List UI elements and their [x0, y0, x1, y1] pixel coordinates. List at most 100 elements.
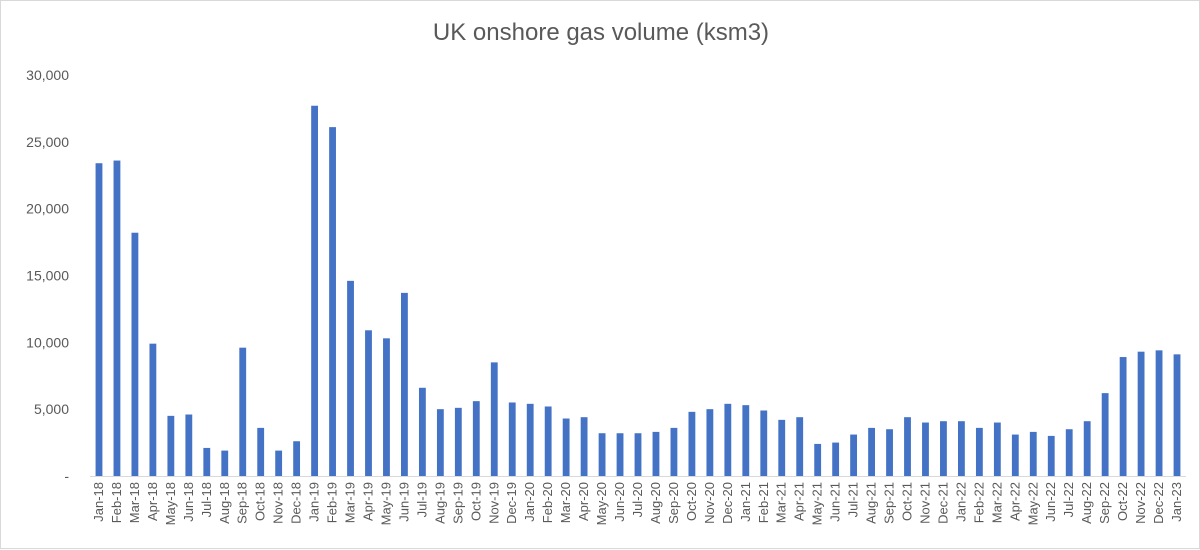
- bar: [760, 410, 768, 476]
- bar: [832, 442, 840, 476]
- x-tick-label: Feb-19: [325, 482, 340, 523]
- x-tick-label: Apr-19: [360, 482, 375, 521]
- x-tick-label: Mar-19: [343, 482, 358, 523]
- x-tick-label: Mar-22: [989, 482, 1004, 523]
- bar: [365, 330, 372, 476]
- bar: [634, 433, 642, 476]
- bar: [472, 401, 480, 476]
- bar: [544, 406, 552, 476]
- x-tick-label: Sep-21: [882, 482, 897, 524]
- y-tick-label: 30,000: [26, 67, 69, 83]
- bar: [724, 403, 732, 476]
- y-tick-label: 25,000: [26, 134, 69, 150]
- x-tick-label: Aug-21: [864, 482, 879, 524]
- bar: [508, 402, 516, 476]
- bar: [95, 163, 103, 476]
- bars: [95, 105, 1181, 477]
- bar: [796, 417, 804, 476]
- x-tick-label: Feb-18: [109, 482, 124, 523]
- x-tick-label: Oct-21: [900, 482, 915, 521]
- x-tick-label: Feb-22: [971, 482, 986, 523]
- x-tick-label: May-18: [163, 482, 178, 525]
- x-tick-label: Dec-20: [720, 482, 735, 524]
- bar: [814, 443, 822, 476]
- bar: [185, 414, 193, 476]
- bar: [1047, 435, 1055, 476]
- bar: [383, 338, 390, 476]
- x-tick-label: Apr-20: [576, 482, 591, 521]
- x-tick-label: Dec-19: [504, 482, 519, 524]
- x-tick-label: Apr-18: [145, 482, 160, 521]
- bar: [778, 419, 786, 476]
- bar: [1155, 350, 1163, 476]
- x-tick-label: Nov-18: [271, 482, 286, 524]
- x-tick-label: Jul-21: [846, 482, 861, 517]
- x-tick-label: Jan-20: [522, 482, 537, 522]
- bar: [922, 422, 929, 476]
- x-tick-label: Jan-18: [91, 482, 106, 522]
- bar: [652, 431, 660, 476]
- y-tick-label: -: [64, 468, 69, 484]
- bar: [868, 427, 875, 476]
- bar: [670, 427, 678, 476]
- bar: [454, 407, 462, 476]
- bar: [1011, 434, 1019, 476]
- x-tick-label: May-22: [1025, 482, 1040, 525]
- x-tick-label: Aug-18: [217, 482, 232, 524]
- bar: [275, 450, 283, 476]
- x-tick-label: Nov-21: [917, 482, 932, 524]
- x-tick-label: Aug-20: [648, 482, 663, 524]
- x-tick-label: Sep-19: [450, 482, 465, 524]
- bar: [329, 127, 336, 476]
- bar: [311, 105, 319, 477]
- x-tick-label: Nov-22: [1133, 482, 1148, 524]
- bar: [239, 347, 247, 476]
- x-tick-label: May-20: [594, 482, 609, 525]
- x-tick-label: Jan-21: [738, 482, 753, 522]
- bar: [131, 232, 139, 476]
- bar: [526, 403, 534, 476]
- x-tick-label: Jul-19: [414, 482, 429, 517]
- bar: [1119, 357, 1127, 476]
- bar: [1173, 354, 1181, 476]
- x-tick-label: Oct-18: [253, 482, 268, 521]
- bar: [257, 427, 265, 476]
- x-tick-label: Jul-22: [1061, 482, 1076, 517]
- bar: [1065, 429, 1073, 476]
- x-tick-label: Sep-18: [235, 482, 250, 524]
- bar: [1101, 393, 1109, 476]
- bar: [742, 405, 750, 476]
- bar: [886, 429, 893, 476]
- bar: [688, 411, 696, 476]
- x-tick-label: Jan-19: [307, 482, 322, 522]
- x-tick-label: Dec-18: [289, 482, 304, 524]
- bar: [490, 362, 498, 476]
- bar: [436, 409, 444, 476]
- bar: [940, 421, 947, 476]
- x-tick-label: Jun-20: [612, 482, 627, 522]
- chart-title: UK onshore gas volume (ksm3): [432, 19, 770, 46]
- bar: [993, 422, 1001, 476]
- x-tick-label: Jan-23: [1169, 482, 1184, 522]
- bar: [904, 417, 911, 476]
- bar: [850, 434, 858, 476]
- y-axis: - 5,000 10,000 15,000 20,000 25,000 30,000: [26, 67, 69, 484]
- x-tick-label: Jun-22: [1043, 482, 1058, 522]
- bar: [616, 433, 624, 476]
- bar: [958, 421, 965, 476]
- y-tick-label: 20,000: [26, 201, 69, 217]
- x-tick-label: Jul-18: [199, 482, 214, 517]
- bar: [1083, 421, 1091, 476]
- bar: [975, 427, 983, 476]
- bar: [580, 417, 588, 476]
- bar: [113, 160, 121, 477]
- bar: [347, 280, 354, 476]
- bar: [221, 450, 229, 476]
- bar: [1029, 431, 1037, 476]
- bar: [293, 441, 301, 476]
- bar: [203, 447, 211, 476]
- x-tick-label: Aug-22: [1079, 482, 1094, 524]
- x-axis: Jan-18 Feb-18 Mar-18 Apr-18 May-18 Jun-18 Jul-…: [91, 482, 1184, 525]
- y-tick-label: 15,000: [26, 268, 69, 284]
